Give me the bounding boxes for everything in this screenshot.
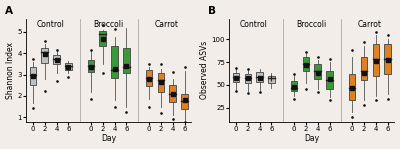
Bar: [111, 46, 118, 78]
Bar: [384, 44, 391, 74]
Bar: [100, 31, 106, 46]
Bar: [88, 60, 94, 72]
Text: Carrot: Carrot: [155, 20, 179, 29]
Text: Carrot: Carrot: [358, 20, 382, 29]
Text: A: A: [4, 6, 12, 16]
Bar: [361, 57, 367, 80]
Bar: [349, 74, 355, 100]
Bar: [268, 76, 275, 83]
Bar: [372, 44, 379, 76]
Bar: [256, 72, 263, 82]
Bar: [30, 67, 36, 85]
Y-axis label: Observed ASVs: Observed ASVs: [200, 41, 209, 99]
Bar: [233, 73, 239, 82]
Bar: [123, 48, 130, 73]
Bar: [42, 48, 48, 63]
X-axis label: Day: Day: [304, 134, 319, 143]
Bar: [170, 85, 176, 102]
Bar: [65, 63, 72, 70]
Bar: [53, 55, 60, 64]
Bar: [146, 70, 152, 86]
Bar: [158, 73, 164, 92]
Bar: [244, 74, 251, 83]
Bar: [302, 57, 309, 71]
Bar: [291, 81, 297, 91]
Bar: [181, 94, 188, 109]
Text: B: B: [208, 6, 216, 16]
X-axis label: Day: Day: [101, 134, 116, 143]
Bar: [314, 64, 321, 79]
Text: Broccoli: Broccoli: [297, 20, 327, 29]
Text: Control: Control: [37, 20, 64, 29]
Y-axis label: Shannon Index: Shannon Index: [6, 42, 14, 99]
Bar: [326, 71, 333, 89]
Text: Broccoli: Broccoli: [94, 20, 124, 29]
Text: Control: Control: [240, 20, 268, 29]
